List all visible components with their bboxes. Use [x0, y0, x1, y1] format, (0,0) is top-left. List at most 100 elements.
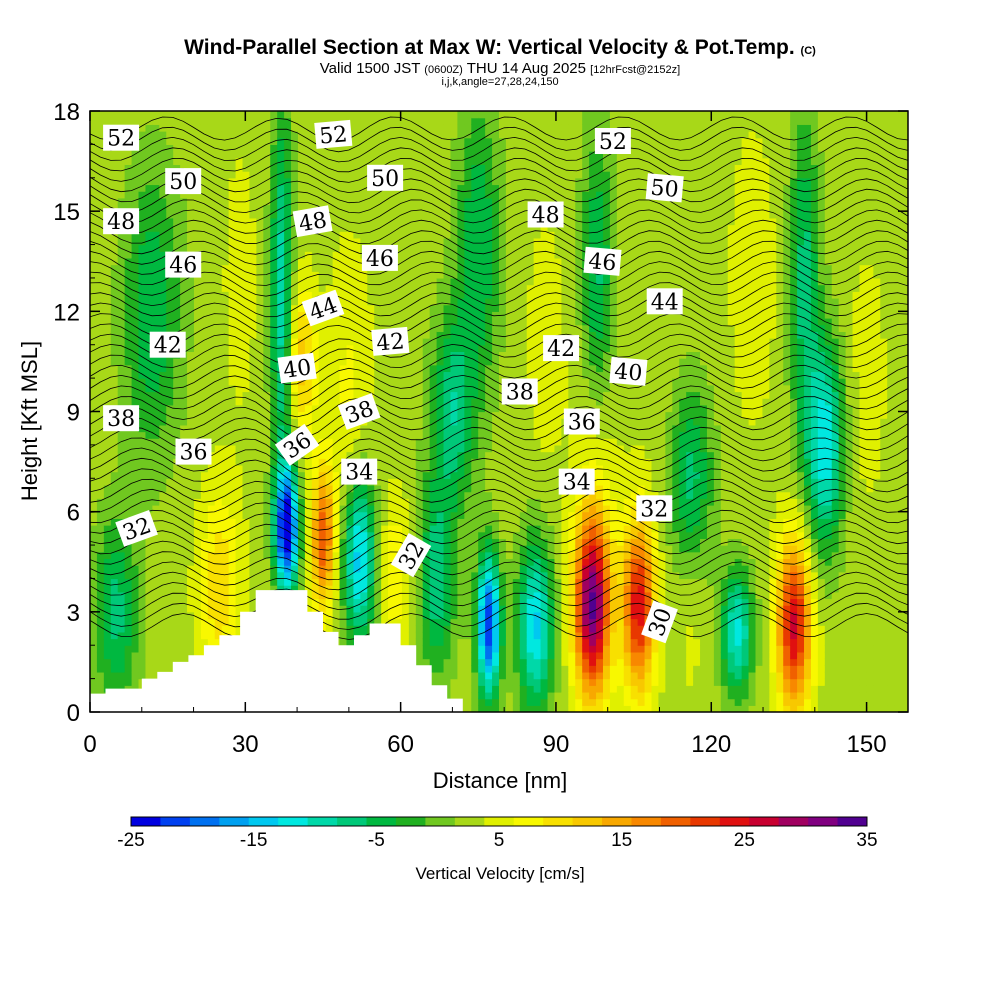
w-field-cell — [152, 184, 160, 192]
w-field-cell — [256, 184, 264, 192]
w-field-cell — [256, 164, 264, 172]
w-field-cell — [103, 478, 112, 486]
w-field-cell — [249, 318, 257, 326]
w-field-cell — [381, 277, 389, 286]
w-field-cell — [311, 151, 320, 159]
w-field-cell — [464, 284, 472, 292]
w-field-cell — [381, 571, 389, 580]
w-field-cell — [395, 618, 403, 626]
w-field-cell — [138, 665, 147, 673]
w-field-cell — [193, 117, 202, 125]
w-field-cell — [339, 618, 348, 626]
w-field-cell — [291, 491, 299, 499]
w-field-cell — [270, 451, 278, 459]
w-field-cell — [415, 197, 424, 206]
w-field-cell — [138, 111, 147, 119]
w-field-cell — [429, 531, 438, 539]
w-field-cell — [450, 197, 458, 206]
w-field-cell — [422, 518, 431, 526]
w-field-cell — [443, 111, 452, 119]
w-field-cell — [193, 378, 202, 386]
w-field-cell — [242, 451, 251, 459]
w-field-cell — [408, 378, 417, 386]
w-field-cell — [367, 197, 375, 206]
w-field-cell — [256, 444, 264, 453]
w-field-cell — [256, 338, 264, 346]
w-field-cell — [408, 424, 417, 433]
w-field-cell — [429, 244, 438, 252]
w-field-cell — [103, 311, 112, 319]
w-field-cell — [214, 538, 223, 546]
w-field-cell — [408, 164, 417, 172]
w-field-cell — [297, 518, 306, 526]
w-field-cell — [263, 277, 271, 286]
w-field-cell — [436, 338, 445, 346]
w-field-cell — [318, 371, 327, 379]
w-field-cell — [103, 111, 112, 119]
w-field-cell — [311, 237, 320, 246]
w-field-cell — [173, 237, 181, 246]
w-field-cell — [325, 451, 334, 459]
w-field-cell — [457, 137, 465, 145]
w-field-cell — [256, 498, 264, 506]
w-field-cell — [235, 338, 244, 346]
w-field-cell — [256, 364, 264, 373]
w-field-cell — [166, 111, 174, 119]
w-field-cell — [159, 491, 167, 499]
w-field-cell — [117, 658, 126, 666]
w-field-cell — [422, 478, 431, 486]
w-field-cell — [346, 538, 355, 546]
w-field-cell — [346, 271, 355, 279]
w-field-cell — [339, 565, 348, 573]
w-field-cell — [346, 291, 355, 299]
w-field-cell — [152, 471, 160, 479]
w-field-cell — [90, 451, 98, 459]
w-field-cell — [200, 484, 209, 493]
w-field-cell — [187, 431, 195, 439]
w-field-cell — [450, 358, 458, 366]
w-field-cell — [138, 651, 147, 660]
w-field-cell — [124, 291, 133, 299]
w-field-cell — [193, 231, 202, 239]
w-field-cell — [311, 558, 320, 566]
w-field-cell — [187, 211, 195, 219]
w-field-cell — [103, 271, 112, 279]
w-field-cell — [304, 525, 313, 533]
w-field-cell — [235, 618, 244, 626]
w-field-cell — [422, 124, 431, 132]
w-field-cell — [318, 585, 327, 593]
w-field-cell — [159, 651, 167, 660]
w-field-cell — [381, 471, 389, 479]
w-field-cell — [103, 538, 112, 546]
w-field-cell — [311, 484, 320, 493]
w-field-cell — [138, 211, 147, 219]
w-field-cell — [381, 217, 389, 226]
w-field-cell — [124, 651, 133, 660]
w-field-cell — [214, 257, 223, 266]
w-field-cell — [429, 571, 438, 580]
w-field-cell — [152, 605, 160, 613]
w-field-cell — [408, 297, 417, 306]
w-field-cell — [242, 504, 251, 513]
w-field-cell — [450, 691, 458, 700]
w-field-cell — [346, 318, 355, 326]
w-field-cell — [166, 391, 174, 399]
w-field-cell — [207, 311, 216, 319]
w-field-cell — [138, 591, 147, 600]
w-field-cell — [304, 411, 313, 419]
w-field-cell — [277, 531, 285, 539]
w-field-cell — [131, 565, 140, 573]
w-field-cell — [152, 297, 160, 306]
w-field-cell — [152, 271, 160, 279]
w-field-cell — [318, 404, 327, 413]
w-field-cell — [422, 398, 431, 406]
w-field-cell — [346, 237, 355, 246]
w-field-cell — [464, 264, 472, 272]
w-field-cell — [450, 598, 458, 606]
w-field-cell — [131, 264, 140, 272]
w-field-cell — [249, 378, 257, 386]
w-field-cell — [103, 451, 112, 459]
w-field-cell — [436, 304, 445, 312]
w-field-cell — [374, 131, 382, 139]
w-field-cell — [110, 297, 119, 306]
